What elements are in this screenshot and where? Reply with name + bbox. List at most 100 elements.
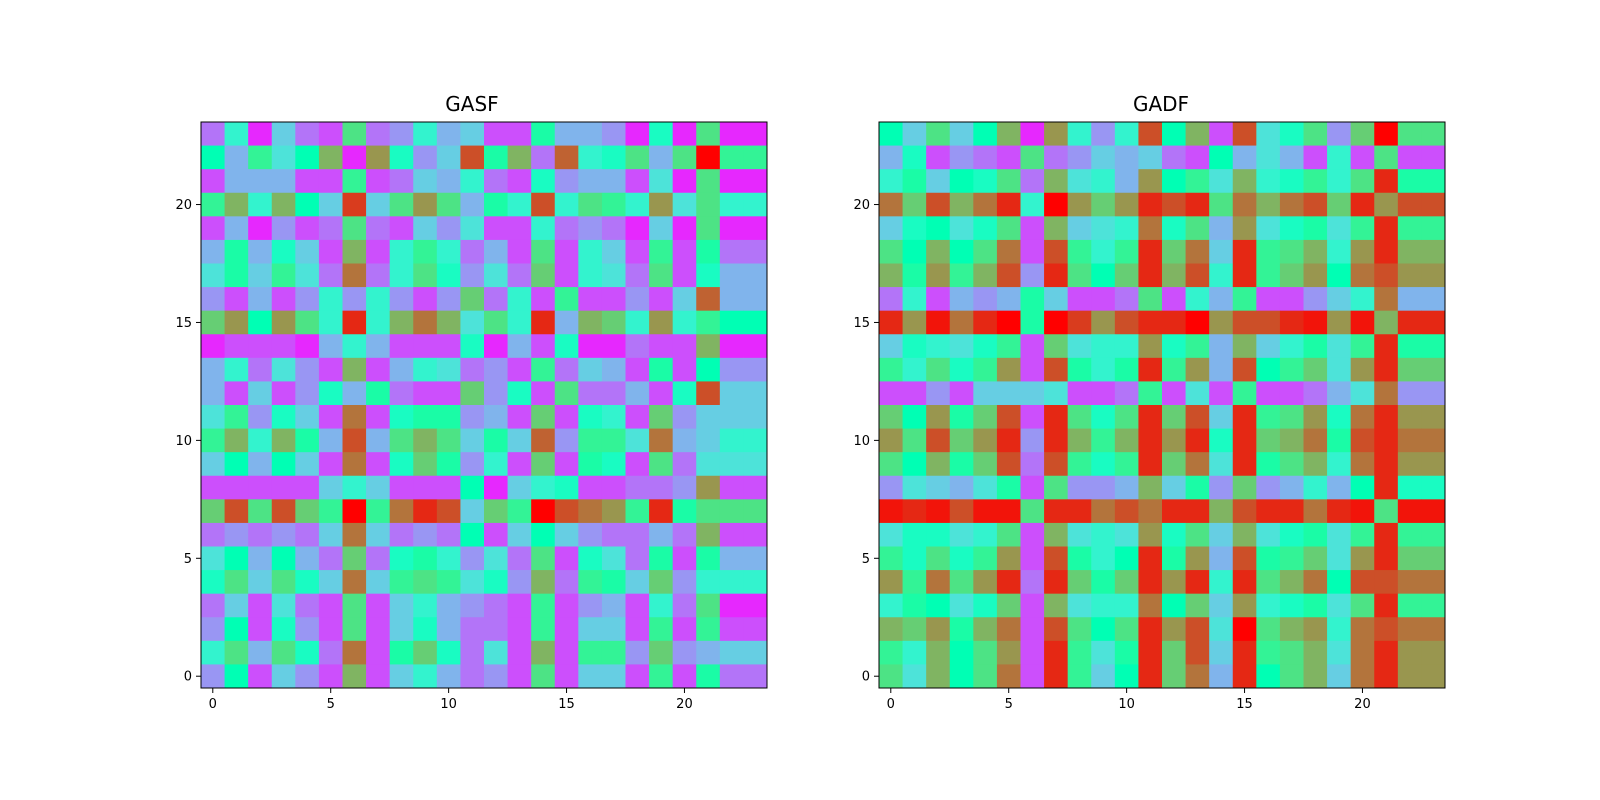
gadf-cell: [1185, 310, 1210, 335]
gadf-cell: [1162, 570, 1186, 595]
gadf-cell: [1279, 122, 1304, 146]
gasf-cell: [696, 287, 721, 312]
gasf-cell: [531, 381, 556, 406]
gadf-cell: [1067, 522, 1092, 547]
gasf-cell: [531, 593, 556, 618]
gadf-cell: [973, 216, 998, 241]
gasf-cell: [554, 475, 579, 500]
gadf-cell: [1067, 475, 1092, 500]
gadf-cell: [1044, 145, 1069, 170]
gasf-cell: [649, 263, 674, 288]
gasf-cell: [531, 357, 556, 382]
gasf-cell: [601, 263, 626, 288]
gasf-cell: [248, 263, 273, 288]
gasf-cell: [601, 239, 626, 264]
gasf-cell: [389, 216, 414, 241]
gadf-cell: [1114, 239, 1139, 264]
gadf-cell: [1374, 122, 1399, 146]
gasf-cell: [601, 405, 626, 429]
gadf-cell: [1020, 522, 1045, 547]
gasf-cell: [719, 334, 744, 359]
gasf-x-axis: 0 5 10 15 20: [209, 688, 693, 712]
gasf-cell: [484, 593, 508, 618]
gasf-cell: [743, 570, 768, 595]
gadf-cell: [926, 428, 951, 453]
gasf-cell: [224, 617, 249, 642]
gasf-cell: [625, 640, 650, 665]
gadf-cell: [1327, 617, 1352, 642]
gadf-cell: [1020, 499, 1045, 524]
gasf-y-tick-label: 15: [175, 316, 192, 331]
gasf-cell: [436, 145, 461, 170]
gasf-cell: [413, 122, 438, 146]
gasf-cell: [413, 216, 438, 241]
gadf-cell: [1256, 522, 1281, 547]
gasf-cell: [484, 192, 508, 217]
gadf-cell: [1209, 617, 1234, 642]
gasf-cell: [295, 287, 320, 312]
gasf-cell: [436, 570, 461, 595]
gasf-cell: [318, 145, 343, 170]
gadf-cell: [1162, 546, 1186, 571]
gadf-cell: [1327, 192, 1352, 217]
gasf-cell: [554, 216, 579, 241]
gadf-cell: [1138, 122, 1163, 146]
gasf-cell: [436, 499, 461, 524]
gasf-cell: [436, 640, 461, 665]
gasf-cell: [248, 334, 273, 359]
gadf-cell: [1138, 239, 1163, 264]
gasf-cell: [696, 239, 721, 264]
gasf-cell: [625, 357, 650, 382]
gadf-cell: [1091, 381, 1116, 406]
gasf-cell: [201, 310, 225, 335]
gasf-cell: [366, 287, 391, 312]
gadf-cell: [1091, 428, 1116, 453]
gasf-cell: [460, 381, 485, 406]
gadf-cell: [1067, 192, 1092, 217]
gasf-cell: [366, 475, 391, 500]
gadf-cell: [1327, 310, 1352, 335]
gasf-cell: [554, 381, 579, 406]
gadf-cell: [1350, 522, 1375, 547]
gasf-cell: [554, 570, 579, 595]
gasf-cell: [436, 428, 461, 453]
gasf-cell: [578, 239, 603, 264]
gasf-cell: [672, 428, 697, 453]
gasf-cell: [271, 122, 296, 146]
gadf-cell: [926, 617, 951, 642]
gadf-cell: [1138, 263, 1163, 288]
gasf-cell: [743, 452, 768, 477]
gadf-heatmap: [879, 122, 1446, 689]
gasf-cell: [672, 263, 697, 288]
gadf-cell: [1067, 287, 1092, 312]
gadf-cell: [1256, 452, 1281, 477]
gasf-cell: [366, 169, 391, 194]
gadf-cell: [1044, 192, 1069, 217]
gadf-cell: [1209, 405, 1234, 429]
gadf-cell: [1020, 263, 1045, 288]
gasf-cell: [460, 664, 485, 689]
gasf-cell: [696, 334, 721, 359]
gasf-cell: [696, 593, 721, 618]
gadf-cell: [1020, 192, 1045, 217]
gasf-cell: [649, 428, 674, 453]
gasf-cell: [507, 169, 532, 194]
gadf-cell: [1327, 475, 1352, 500]
gadf-cell: [1397, 593, 1422, 618]
gadf-cell: [996, 145, 1021, 170]
gadf-cell: [1397, 169, 1422, 194]
gasf-cell: [507, 546, 532, 571]
gasf-cell: [507, 381, 532, 406]
gadf-cell: [1279, 546, 1304, 571]
gadf-cell: [1397, 475, 1422, 500]
gadf-cell: [1256, 334, 1281, 359]
gadf-cell: [1350, 381, 1375, 406]
gasf-cell: [554, 263, 579, 288]
gasf-cell: [696, 640, 721, 665]
gasf-cell: [318, 169, 343, 194]
gasf-cell: [342, 475, 367, 500]
gasf-cell: [696, 122, 721, 146]
gadf-cell: [1350, 287, 1375, 312]
gasf-cell: [531, 499, 556, 524]
